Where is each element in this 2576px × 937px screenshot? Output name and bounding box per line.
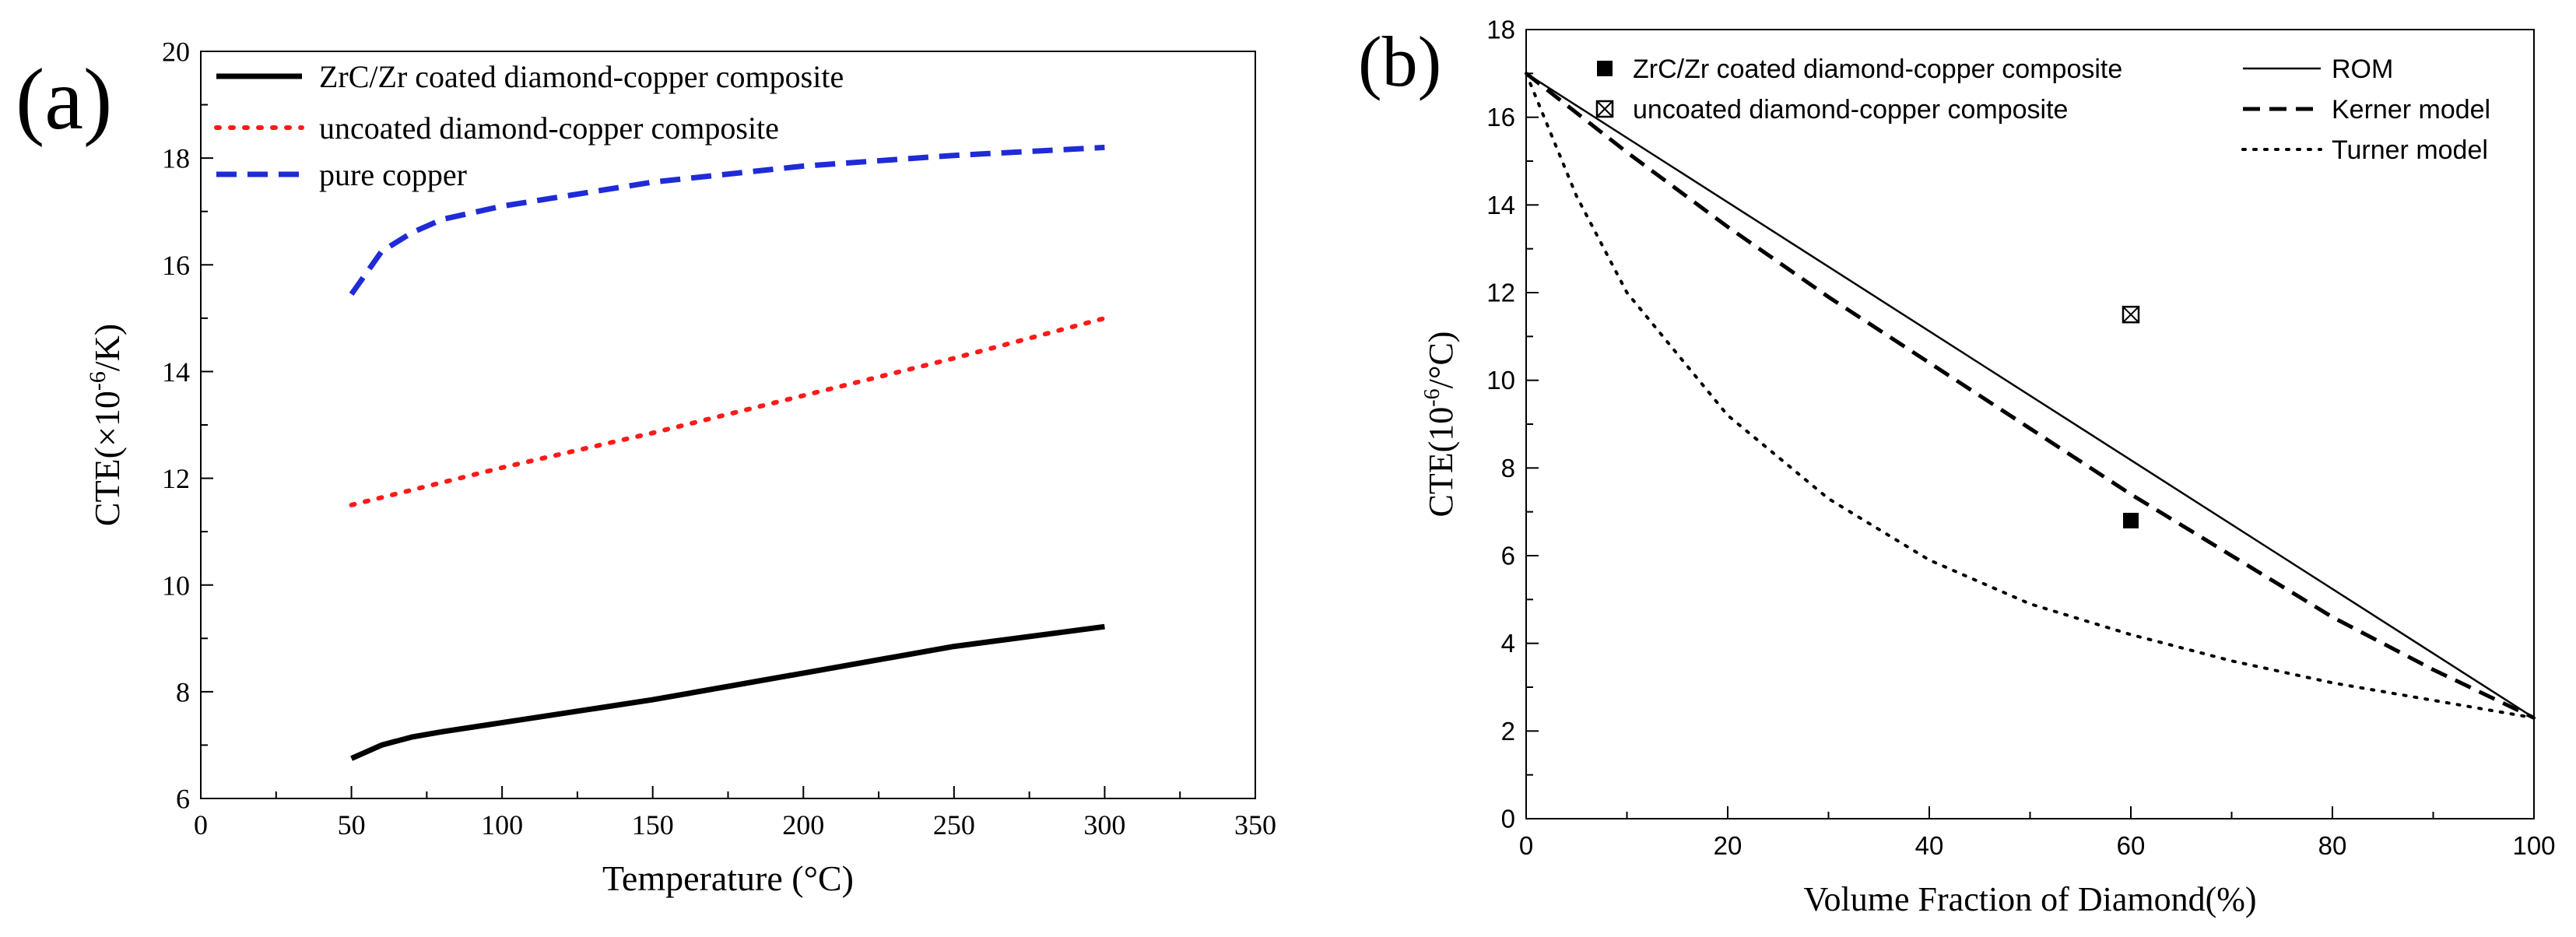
panel-b-y-label-main: CTE(10 — [1422, 407, 1460, 518]
panel-a-y-label-exp: -6 — [85, 371, 111, 391]
legend-a-label-3: pure copper — [319, 157, 467, 192]
panel-a-x-tick-label: 250 — [933, 809, 975, 840]
panel-b-x-tick-label: 100 — [2512, 831, 2555, 860]
panel-a-series-line-3 — [349, 144, 1105, 297]
panel-b-series — [1525, 72, 2536, 720]
panel-b-point-coated — [2123, 512, 2139, 528]
panel-b: 0 20 40 60 80 100 0 2 4 6 8 10 12 14 16 18 ZrC/Zr coate… — [1358, 16, 2556, 918]
panel-a-y-label-unit: /K) — [87, 324, 127, 371]
panel-b-y-tick-label: 14 — [1486, 191, 1515, 219]
panel-a-y-tick-label: 18 — [162, 143, 190, 174]
panel-b-legend: ZrC/Zr coated diamond-copper composite un… — [1595, 54, 2490, 165]
panel-a-y-tick-label: 8 — [176, 676, 190, 707]
legend-b-marker-uncoated — [1595, 100, 1614, 118]
panel-b-series-line-3 — [1525, 72, 2536, 720]
panel-b-series-line-1 — [1525, 72, 2535, 719]
panel-a-y-tick-label: 14 — [162, 356, 190, 388]
panel-b-x-axis-label: Volume Fraction of Diamond(%) — [1803, 880, 2256, 918]
panel-a-label: (a) — [16, 51, 112, 148]
panel-b-y-tick-label: 12 — [1486, 279, 1515, 307]
panel-a-x-tick-label: 200 — [782, 809, 824, 840]
panel-a-x-tick-label: 350 — [1234, 809, 1276, 840]
panel-a-series-line-2 — [349, 315, 1107, 507]
panel-b-y-label-exp: -6 — [1420, 388, 1444, 406]
panel-a-x-tick-label: 300 — [1083, 809, 1125, 840]
panel-a-legend: ZrC/Zr coated diamond-copper composite un… — [214, 59, 844, 192]
legend-b-line-label-1: ROM — [2332, 54, 2393, 84]
panel-a-x-axis-label: Temperature (°C) — [602, 858, 854, 898]
panel-b-x-tick-label: 60 — [2117, 831, 2146, 860]
legend-b-line-label-3: Turner model — [2332, 135, 2488, 165]
panel-b-ticks: 0 20 40 60 80 100 0 2 4 6 8 10 12 14 16 18 — [1486, 16, 2555, 860]
panel-a-ticks: 0 50 100 150 200 250 300 350 6 8 10 12 14 16 18 20 — [162, 37, 1276, 840]
panel-a-y-tick-label: 10 — [162, 570, 190, 601]
panel-b-point-uncoated — [2122, 305, 2140, 324]
panel-b-y-tick-label: 16 — [1486, 103, 1515, 132]
panel-a-x-tick-label: 100 — [481, 809, 523, 840]
panel-a-series-line-1 — [350, 623, 1105, 761]
panel-b-x-tick-label: 20 — [1714, 831, 1742, 860]
legend-b-line-label-2: Kerner model — [2332, 95, 2490, 125]
legend-a-label-2: uncoated diamond-copper composite — [319, 111, 779, 146]
panel-b-points — [2122, 305, 2140, 528]
panel-b-y-tick-label: 2 — [1501, 717, 1515, 746]
panel-b-x-tick-label: 40 — [1915, 831, 1944, 860]
panel-a-x-tick-label: 50 — [338, 809, 366, 840]
panel-b-y-label-unit: /°C) — [1422, 332, 1460, 389]
panel-b-series-line-2 — [1525, 72, 2536, 720]
legend-b-point-label-1: ZrC/Zr coated diamond-copper composite — [1633, 54, 2122, 84]
legend-a-label-1: ZrC/Zr coated diamond-copper composite — [319, 59, 844, 94]
legend-b-point-label-2: uncoated diamond-copper composite — [1633, 95, 2068, 125]
panel-b-y-axis-label: CTE(10-6/°C) — [1420, 332, 1460, 518]
panel-b-x-tick-label: 0 — [1519, 831, 1533, 860]
panel-a-x-tick-label: 0 — [194, 809, 208, 840]
panel-a-y-tick-label: 20 — [162, 37, 190, 68]
panel-b-y-tick-label: 0 — [1501, 805, 1515, 833]
panel-b-y-tick-label: 6 — [1501, 542, 1515, 570]
panel-a-y-tick-label: 16 — [162, 250, 190, 281]
panel-b-label: (b) — [1358, 22, 1441, 101]
panel-a-x-tick-label: 150 — [632, 809, 674, 840]
panel-b-y-tick-label: 10 — [1486, 366, 1515, 395]
panel-b-y-tick-label: 18 — [1486, 16, 1515, 44]
panel-b-y-tick-label: 4 — [1501, 629, 1515, 658]
panel-a: 0 50 100 150 200 250 300 350 6 8 10 12 14 16 18 20 ZrC/… — [16, 37, 1276, 898]
panel-a-y-axis-label: CTE(×10-6/K) — [85, 324, 127, 526]
panel-a-y-tick-label: 12 — [162, 463, 190, 494]
panel-a-series — [349, 144, 1107, 761]
panel-b-y-tick-label: 8 — [1501, 454, 1515, 483]
panel-b-x-tick-label: 80 — [2318, 831, 2347, 860]
panel-a-y-label-main: CTE(×10 — [87, 391, 127, 526]
legend-b-marker-coated — [1597, 61, 1613, 76]
panel-a-y-tick-label: 6 — [176, 784, 190, 815]
